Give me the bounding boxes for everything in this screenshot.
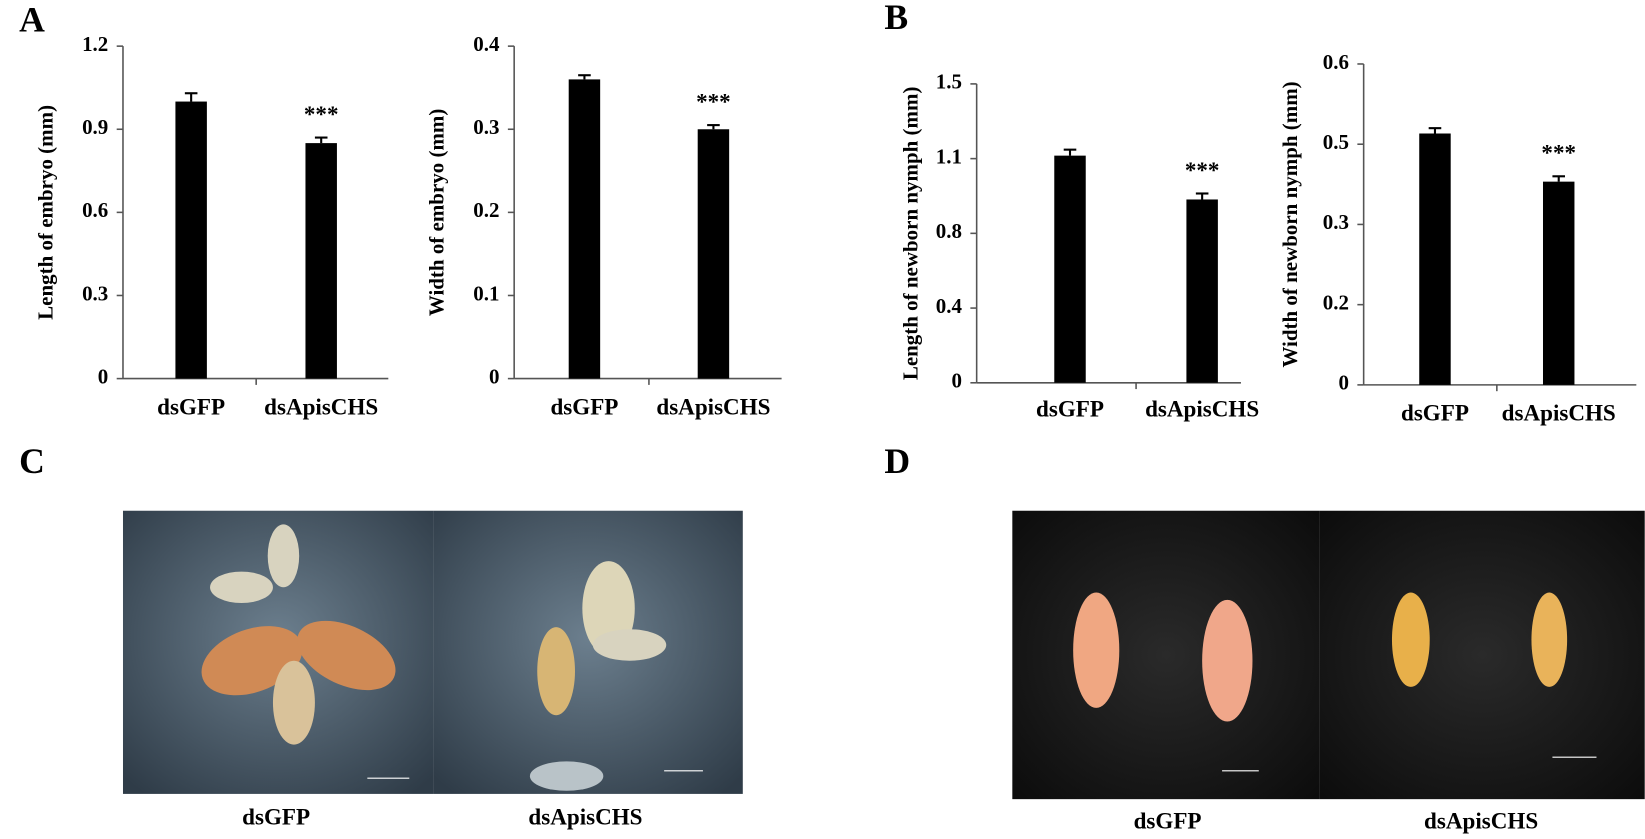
bar (568, 79, 601, 379)
x-tick-label: dsApisCHS (1145, 395, 1259, 421)
x-tick-label: dsGFP (550, 393, 618, 419)
bar (305, 143, 337, 379)
photo-caption: dsApisCHS (1424, 808, 1538, 834)
y-tick-label: 1.5 (936, 70, 962, 94)
y-tick-label: 0.4 (473, 32, 500, 56)
y-tick-label: 0.2 (473, 198, 499, 222)
bar (175, 101, 207, 379)
bar (1054, 155, 1086, 383)
y-tick-label: 0.8 (936, 219, 962, 243)
x-tick-label: dsGFP (157, 393, 225, 419)
y-tick-label: 1.1 (936, 144, 962, 168)
bar (697, 129, 730, 379)
y-tick-label: 0 (951, 369, 961, 393)
y-tick-label: 1.2 (82, 32, 108, 56)
panel-label: A (19, 0, 45, 39)
bar (1186, 199, 1218, 383)
photo-caption: dsApisCHS (528, 803, 642, 829)
x-tick-label: dsGFP (1401, 400, 1469, 426)
x-tick-label: dsApisCHS (656, 393, 770, 419)
panel-label: C (19, 441, 45, 481)
panel-label: B (884, 0, 908, 37)
x-tick-label: dsApisCHS (1502, 400, 1616, 426)
x-tick-label: dsApisCHS (264, 393, 378, 419)
y-tick-label: 0.4 (936, 294, 963, 318)
panel-label: D (884, 441, 910, 481)
y-tick-label: 0.5 (1323, 130, 1349, 154)
y-tick-label: 0.6 (82, 198, 108, 222)
y-tick-label: 0.9 (82, 115, 108, 139)
y-tick-label: 0 (98, 364, 108, 388)
significance: *** (1185, 157, 1220, 183)
significance: *** (304, 101, 339, 127)
bar (1542, 181, 1575, 385)
bar (1419, 133, 1451, 385)
y-axis-label: Width of newborn nymph (mm) (1278, 81, 1302, 367)
y-tick-label: 0.3 (473, 115, 499, 139)
significance: *** (1541, 140, 1576, 166)
y-axis-label: Length of newborn nymph (mm) (899, 87, 923, 381)
y-tick-label: 0 (1338, 371, 1348, 395)
y-tick-label: 0.1 (473, 281, 499, 305)
photo-caption: dsGFP (242, 803, 310, 829)
x-tick-label: dsGFP (1036, 395, 1104, 421)
y-axis-label: Width of embryo (mm) (424, 109, 448, 317)
photo-nymphs (1012, 510, 1645, 800)
y-tick-label: 0.6 (1323, 50, 1349, 74)
y-axis-label: Length of embryo (mm) (33, 105, 57, 320)
significance: *** (696, 88, 731, 114)
y-tick-label: 0.2 (1323, 290, 1349, 314)
photo-caption: dsGFP (1134, 808, 1202, 834)
y-tick-label: 0 (489, 364, 499, 388)
photo-embryos (122, 510, 743, 794)
y-tick-label: 0.3 (1323, 210, 1349, 234)
y-tick-label: 0.3 (82, 281, 108, 305)
